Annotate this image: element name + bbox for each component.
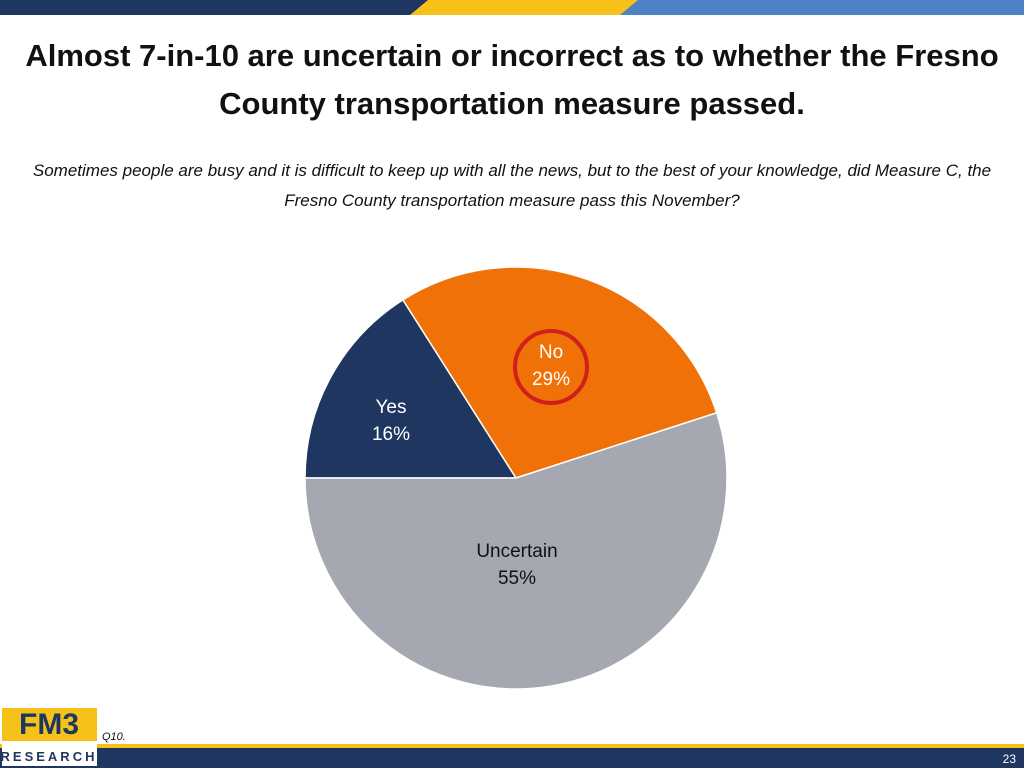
page-number: 23	[1003, 752, 1017, 766]
highlight-ring	[513, 329, 589, 405]
top-stripe	[620, 0, 1024, 15]
slice-label: No	[539, 342, 563, 363]
bottom-stripe	[0, 744, 1024, 748]
pie: Yes 16% No 29% Uncertain 55%	[304, 266, 728, 690]
subtitle: Sometimes people are busy and it is diff…	[32, 161, 992, 210]
logo-tagline: RESEARCH	[1, 749, 98, 764]
pie-slice	[401, 266, 718, 479]
pie-slice	[304, 411, 728, 690]
footnote: Q10.	[102, 731, 126, 743]
pie-slice	[304, 298, 518, 479]
title: Almost 7-in-10 are uncertain or incorrec…	[25, 38, 999, 121]
slice-value: 55%	[498, 568, 536, 589]
slice-value: 16%	[372, 424, 410, 445]
slice-label: Uncertain	[476, 541, 557, 562]
logo-strip	[2, 742, 97, 766]
logo-name: FM3	[19, 708, 79, 741]
slice-value: 29%	[532, 369, 570, 390]
bottom-band	[0, 748, 1024, 768]
logo-box	[2, 708, 97, 741]
top-stripe	[410, 0, 650, 15]
slice-label: Yes	[376, 397, 407, 418]
